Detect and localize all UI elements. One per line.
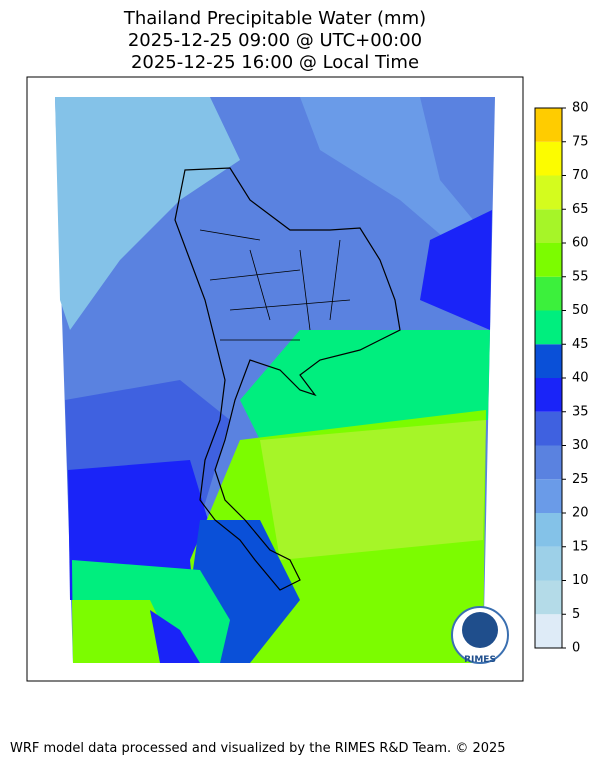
colorbar-tick-label: 40 [572,371,589,386]
colorbar-tick-label: 45 [572,337,589,352]
colorbar-segment [535,175,562,210]
colorbar-segment [535,411,562,446]
colorbar-segment [535,344,562,378]
colorbar-segment [535,580,562,615]
map-frame [26,76,524,682]
colorbar-tick-label: 25 [572,472,589,487]
colorbar-tick-label: 35 [572,404,589,419]
footer-text: WRF model data processed and visualized … [10,741,506,756]
colorbar-tick-label: 60 [572,236,589,251]
colorbar-tick-label: 5 [572,607,580,622]
colorbar-tick-label: 65 [572,202,589,217]
colorbar-segment [535,445,562,480]
title-line: Thailand Precipitable Water (mm) [123,8,426,29]
colorbar-segment [535,276,562,311]
title-line: 2025-12-25 16:00 @ Local Time [131,52,419,73]
colorbar-segment [535,209,562,243]
colorbar-tick-label: 15 [572,539,589,554]
colorbar-segment [535,513,562,547]
colorbar-tick-label: 0 [572,641,580,656]
colorbar-tick-label: 75 [572,134,589,149]
colorbar: 0 5 10 15 20 25 30 35 40 45 50 55 60 65 70 75 80 [534,101,589,656]
colorbar-segment [535,108,562,142]
colorbar-segment [535,378,562,412]
colorbar-tick-label: 80 [572,101,589,116]
colorbar-tick-label: 30 [572,438,589,453]
colorbar-segment [535,310,562,345]
colorbar-segment [535,614,562,648]
colorbar-tick-label: 55 [572,269,589,284]
logo-text: RIMES [464,655,496,665]
colorbar-segment [535,141,562,176]
colorbar-tick-label: 10 [572,573,589,588]
map-field: RIMES [55,97,509,665]
colorbar-tick-label: 70 [572,168,589,183]
colorbar-segment [535,546,562,581]
colorbar-segment [535,479,562,513]
title-line: 2025-12-25 09:00 @ UTC+00:00 [128,30,422,51]
colorbar-tick-label: 50 [572,303,589,318]
colorbar-segment [535,243,562,277]
colorbar-tick-label: 20 [572,506,589,521]
